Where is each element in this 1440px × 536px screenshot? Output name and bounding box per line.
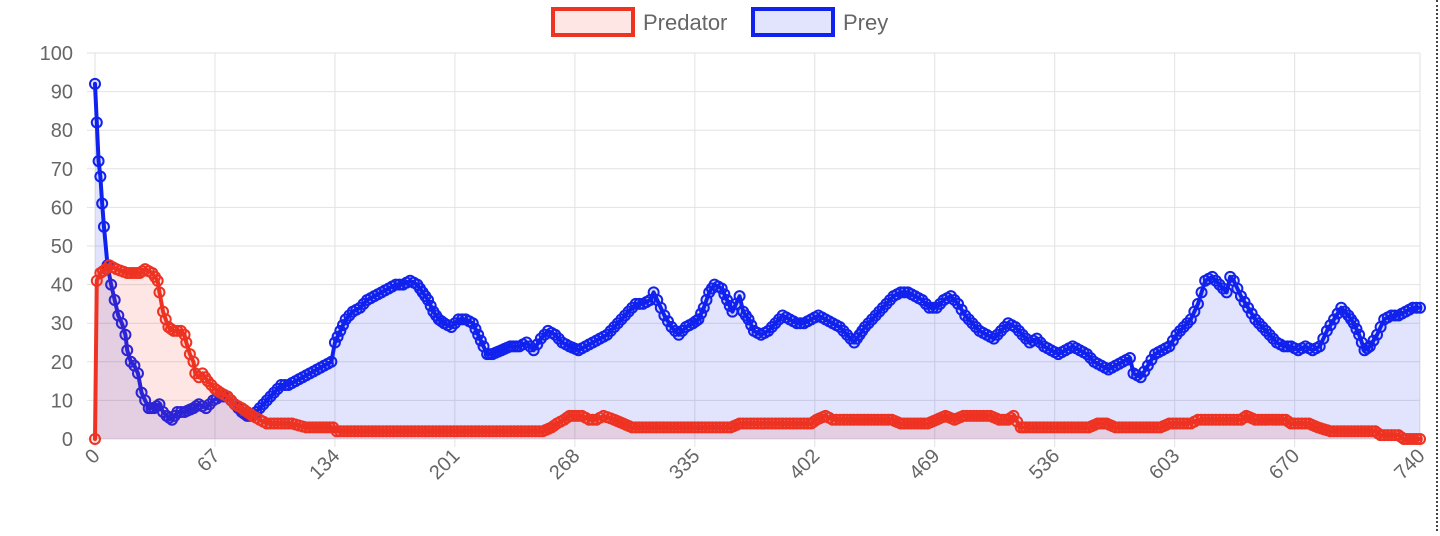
data-point [89, 77, 101, 90]
y-tick-label: 20 [51, 352, 73, 374]
data-point [328, 336, 341, 349]
legend-item-predator[interactable]: Predator [551, 7, 727, 37]
data-point [131, 367, 144, 380]
data-point [1195, 286, 1208, 299]
y-tick-label: 70 [51, 159, 73, 181]
data-point [424, 299, 437, 312]
data-point [715, 282, 728, 295]
data-point [695, 307, 708, 320]
y-tick-label: 80 [51, 120, 73, 142]
data-point [1414, 433, 1426, 445]
data-point [422, 294, 435, 307]
data-point [331, 330, 344, 343]
data-point [92, 155, 105, 168]
data-point [1123, 351, 1136, 364]
legend[interactable]: Predator Prey [551, 7, 888, 37]
data-point [119, 328, 132, 341]
data-point [121, 344, 134, 357]
x-tick-label: 469 [905, 445, 944, 484]
data-point [334, 324, 347, 337]
data-point [336, 319, 349, 332]
x-tick-label: 603 [1145, 445, 1184, 484]
data-point [1410, 301, 1423, 314]
legend-label[interactable]: Prey [843, 10, 888, 35]
y-tick-label: 90 [51, 82, 73, 104]
x-tick-label: 536 [1025, 445, 1064, 484]
data-point [1191, 297, 1204, 310]
legend-item-prey[interactable]: Prey [751, 7, 888, 37]
x-tick-label: 134 [305, 445, 344, 484]
x-tick-label: 670 [1265, 445, 1304, 484]
data-point [742, 313, 755, 326]
data-point [466, 317, 479, 330]
data-point [472, 328, 485, 341]
data-point [1414, 301, 1426, 314]
x-tick-label: 335 [665, 445, 704, 484]
data-point [745, 319, 758, 332]
data-point [1350, 322, 1363, 335]
y-tick-label: 60 [51, 197, 73, 219]
data-point [325, 355, 338, 368]
data-point [469, 322, 482, 335]
legend-swatch[interactable] [551, 7, 635, 37]
series-predator [89, 259, 1426, 445]
x-tick-label: 0 [81, 445, 104, 468]
data-point [89, 433, 101, 445]
x-tick-label: 201 [425, 445, 464, 484]
data-point [94, 170, 107, 183]
data-point [153, 286, 166, 299]
data-point [692, 313, 705, 326]
data-point [718, 288, 731, 301]
y-tick-label: 50 [51, 236, 73, 258]
y-tick-label: 40 [51, 275, 73, 297]
data-point [733, 290, 746, 303]
data-point [96, 197, 109, 210]
data-point [108, 294, 121, 307]
data-point [115, 317, 128, 330]
x-tick-label: 740 [1390, 445, 1429, 484]
x-tick-label: 268 [545, 445, 584, 484]
legend-swatch[interactable] [751, 7, 835, 37]
data-point [90, 116, 103, 129]
series-area-fill [95, 83, 1420, 439]
x-tick-label: 67 [193, 445, 224, 476]
data-point [105, 278, 118, 291]
legend-label[interactable]: Predator [643, 10, 727, 35]
series-area [89, 77, 1426, 445]
y-tick-label: 100 [40, 43, 73, 65]
data-point [1347, 317, 1360, 330]
data-point [1220, 286, 1233, 299]
y-tick-label: 0 [62, 429, 73, 451]
data-point [97, 220, 110, 233]
y-tick-label: 30 [51, 313, 73, 335]
dotted-edge-divider [1436, 0, 1438, 531]
x-tick-label: 402 [785, 445, 824, 484]
data-point [151, 274, 164, 287]
series-prey [89, 77, 1426, 439]
y-tick-label: 10 [51, 390, 73, 412]
data-point [474, 334, 487, 347]
data-point [180, 336, 193, 349]
data-point [187, 355, 200, 368]
